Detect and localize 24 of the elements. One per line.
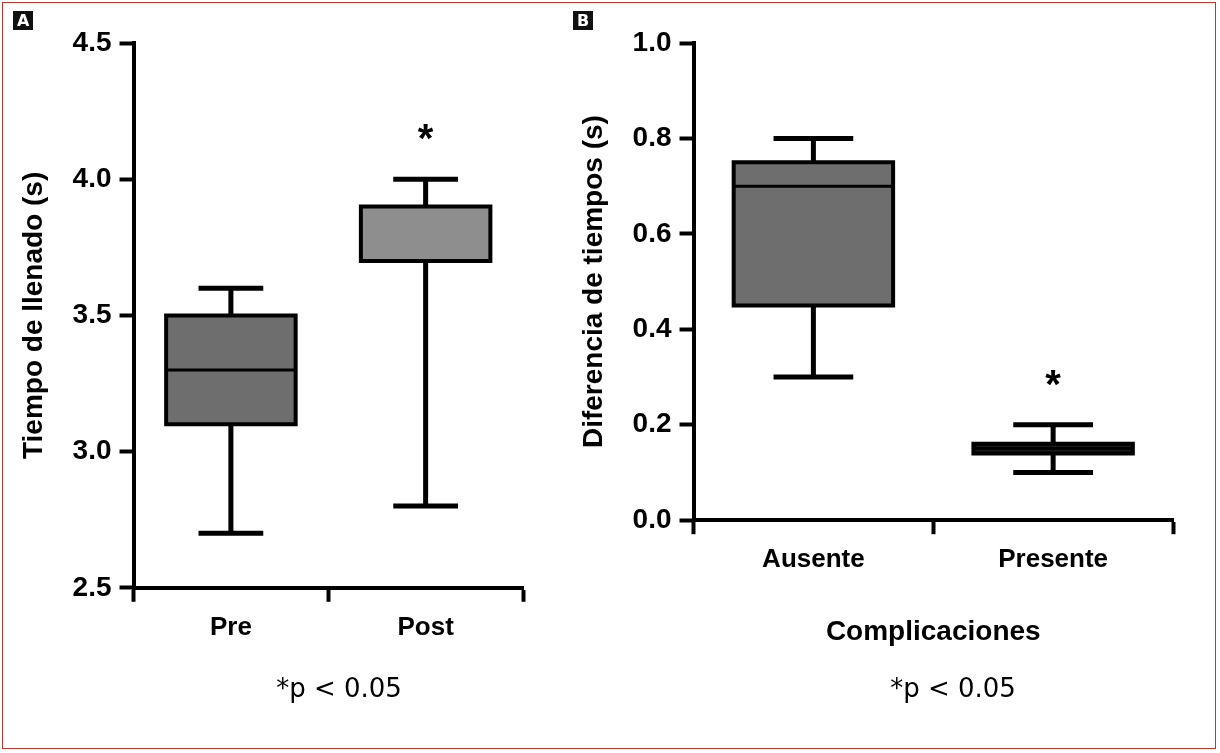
- x-axis-title: Complicaciones: [825, 614, 1041, 646]
- y-tick-label: 3.5: [72, 298, 112, 330]
- y-tick-label: 0.4: [632, 312, 672, 344]
- y-tick-label: 0.8: [632, 121, 672, 153]
- chart-title: A: [13, 11, 34, 30]
- y-tick-label: 2.5: [72, 570, 112, 602]
- x-tick-label: Pre: [209, 610, 252, 641]
- y-axis-title: Diferencia de tiempos (s): [576, 115, 608, 449]
- y-axis-title: Tiempo de llenado (s): [16, 171, 48, 460]
- x-tick-label: Ausente: [762, 542, 865, 573]
- text: *p < 0.05: [276, 673, 402, 703]
- x-tick-label: Post: [397, 610, 455, 641]
- y-tick-label: 1.0: [632, 25, 672, 57]
- chart-title: B: [573, 11, 594, 30]
- text: *p < 0.05: [890, 673, 1016, 703]
- y-tick-label: 0.2: [632, 407, 672, 439]
- y-tick-label: 4.0: [72, 161, 112, 193]
- y-tick-label: 0.0: [632, 502, 672, 534]
- annotation: *: [417, 116, 434, 161]
- y-tick-label: 0.6: [632, 216, 672, 248]
- annotation: *: [1045, 361, 1062, 406]
- y-tick-label: 4.5: [72, 25, 112, 57]
- y-tick-label: 3.0: [72, 434, 112, 466]
- x-tick-label: Presente: [998, 542, 1109, 573]
